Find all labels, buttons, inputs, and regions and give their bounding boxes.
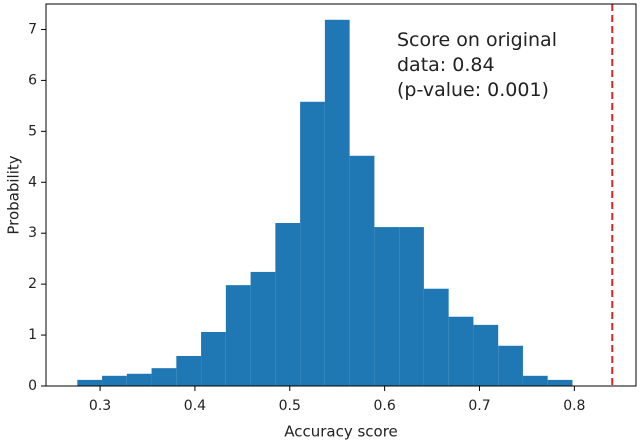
y-axis-label: Probability [5,155,23,234]
x-axis-label: Accuracy score [284,423,398,441]
x-tick-label: 0.3 [89,398,111,414]
x-tick-label: 0.5 [279,398,301,414]
x-tick-label: 0.7 [468,398,490,414]
y-tick-label: 4 [28,174,37,190]
x-tick-label: 0.6 [374,398,396,414]
annotation: data: 0.84 [397,54,495,76]
bar [547,379,573,386]
bar [522,375,548,386]
annotation: (p-value: 0.001) [397,79,549,101]
bar [423,288,449,386]
y-tick-label: 3 [28,225,37,241]
bar [374,227,400,386]
y-tick-label: 0 [28,378,37,394]
bar [201,332,226,386]
bar [349,155,375,386]
bar [151,368,177,386]
bar [300,101,325,387]
bar [473,324,499,386]
bar [126,373,152,386]
y-tick-label: 1 [28,327,37,343]
y-tick-label: 5 [28,123,37,139]
y-tick-label: 6 [28,72,37,88]
bar [399,227,424,386]
x-tick-label: 0.8 [563,398,585,414]
plot-frame [45,3,637,387]
x-tick-label: 0.4 [184,398,206,414]
bar [225,285,251,386]
bar [448,316,474,386]
bar [77,379,103,386]
y-tick-label: 2 [28,276,37,292]
annotation: Score on original [397,29,557,51]
bar [275,223,301,386]
y-tick-label: 7 [28,21,37,37]
bar [498,345,523,386]
bar [102,375,127,386]
bar [176,355,202,386]
bar [324,19,350,386]
bar [250,271,276,386]
